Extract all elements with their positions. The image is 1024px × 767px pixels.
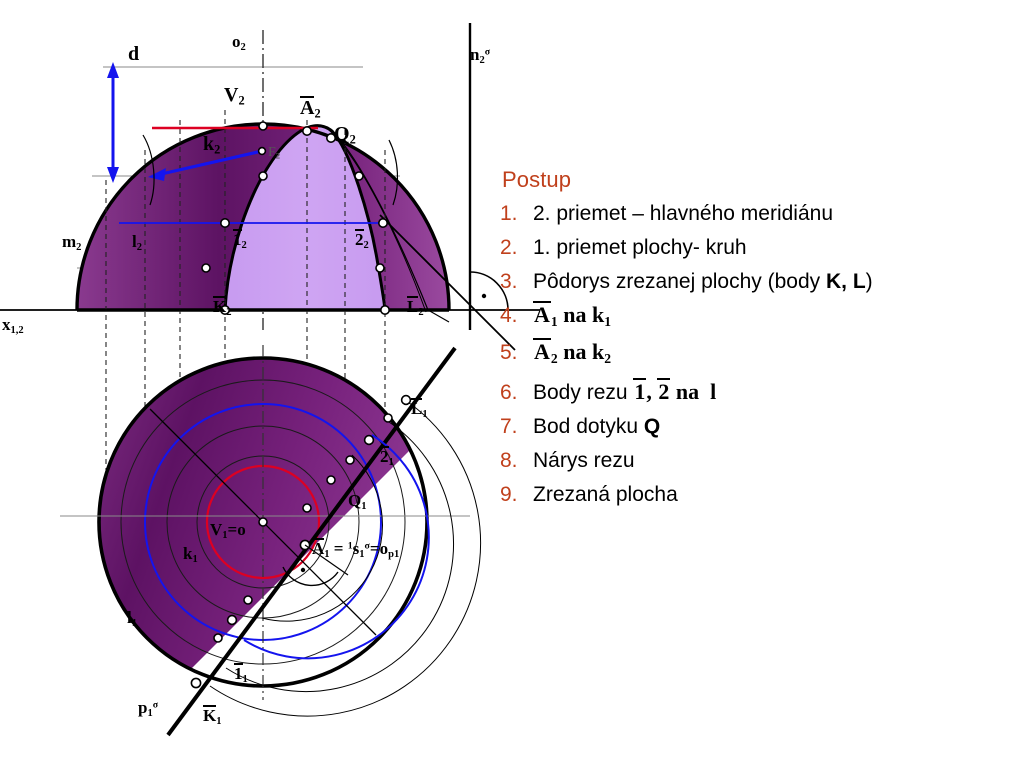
label-V2: V2 bbox=[224, 84, 245, 108]
step-6-text: Body rezu 1, 2 na l bbox=[533, 378, 717, 404]
label-x12: x1,2 bbox=[2, 315, 24, 336]
step-7-number: 7. bbox=[500, 415, 518, 439]
right-angle-arc bbox=[469, 271, 509, 311]
label-1-2-bar: 12 bbox=[233, 229, 247, 251]
step-3-bold: K, L bbox=[826, 270, 866, 294]
label-F2: F2 bbox=[268, 145, 281, 161]
cut-surface-elevation-fill bbox=[225, 125, 385, 310]
plan-cut-away bbox=[120, 358, 427, 686]
step-4-sub-k: 1 bbox=[604, 313, 612, 329]
elevation-points bbox=[201, 121, 390, 315]
step-5-sub-A: 2 bbox=[550, 350, 558, 366]
label-2-1-bar: 21 bbox=[380, 446, 394, 468]
step-8-text: Nárys rezu bbox=[533, 449, 635, 473]
label-L1-bar: L1 bbox=[411, 398, 428, 420]
step-1[interactable]: 1. 2. priemet – hlavného meridiánu bbox=[500, 203, 1024, 224]
label-A1-identity: A1 = 1s1σ=op1 bbox=[312, 538, 400, 560]
step-5-symbol-A: A bbox=[533, 337, 551, 364]
step-6-mid: na bbox=[675, 379, 700, 404]
step-5-sub-k: 2 bbox=[604, 350, 612, 366]
step-4-number: 4. bbox=[500, 304, 518, 328]
label-K2-bar: K2 bbox=[213, 296, 232, 318]
step-5-symbol-k: k bbox=[591, 338, 605, 364]
step-6-number: 6. bbox=[500, 381, 518, 404]
step-7[interactable]: 7. Bod dotyku Q bbox=[500, 416, 1024, 437]
step-5[interactable]: 5. A2 na k2 bbox=[500, 337, 1024, 366]
tangent-arc-left bbox=[142, 134, 155, 206]
label-V1-equals-o: V1=o bbox=[210, 520, 246, 541]
label-p1-sigma: p1σ bbox=[138, 698, 159, 719]
label-k1: k1 bbox=[183, 544, 198, 565]
procedure-panel: Postup 1. 2. priemet – hlavného meridián… bbox=[500, 168, 1024, 518]
step-1-number: 1. bbox=[500, 202, 518, 226]
label-2-2-bar: 22 bbox=[355, 229, 369, 251]
right-angle-dot bbox=[481, 293, 487, 299]
step-1-text: 2. priemet – hlavného meridiánu bbox=[533, 202, 834, 226]
step-4-mid: na bbox=[563, 302, 587, 328]
step-2-text: 1. priemet plochy- kruh bbox=[533, 236, 747, 260]
dimension-arrow-d bbox=[107, 62, 119, 183]
step-5-text: A2 na k2 bbox=[533, 337, 612, 366]
step-6-tail: l bbox=[710, 379, 717, 404]
step-4-symbol-k: k bbox=[591, 302, 605, 328]
oblique-trace-line bbox=[379, 214, 516, 351]
step-6-point-1: 1 bbox=[633, 378, 647, 404]
step-7-plain: Bod dotyku bbox=[533, 415, 644, 439]
label-1-1-bar: 11 bbox=[234, 663, 248, 685]
label-L2-bar: L2 bbox=[407, 296, 424, 318]
label-l2: l2 bbox=[132, 232, 142, 253]
cut-line-p1-sigma bbox=[166, 346, 457, 737]
step-7-bold: Q bbox=[643, 415, 661, 439]
ellipse-continuation bbox=[331, 130, 450, 323]
step-4-symbol-A: A bbox=[533, 301, 551, 328]
tangent-arc-right bbox=[388, 139, 399, 206]
step-5-number: 5. bbox=[500, 340, 518, 364]
step-9-text: Zrezaná plocha bbox=[533, 483, 678, 507]
label-Q1: Q1 bbox=[348, 491, 367, 512]
label-K1-bar: K1 bbox=[203, 705, 222, 727]
step-6[interactable]: 6. Body rezu 1, 2 na l bbox=[500, 378, 1024, 403]
step-7-text: Bod dotyku Q bbox=[533, 416, 660, 437]
label-n2-sigma: n2σ bbox=[470, 45, 491, 66]
panel-title: Postup bbox=[502, 167, 572, 192]
ellipse-continuation-2 bbox=[323, 125, 427, 313]
label-d: d bbox=[128, 43, 140, 65]
step-8-number: 8. bbox=[500, 449, 518, 473]
step-2-number: 2. bbox=[500, 236, 518, 260]
step-3-plain: Pôdorys zrezanej plochy (body bbox=[533, 270, 826, 294]
label-o2: o2 bbox=[232, 32, 246, 53]
step-3[interactable]: 3. Pôdorys zrezanej plochy (body K, L) bbox=[500, 271, 1024, 292]
step-6-point-2: 2 bbox=[657, 378, 671, 404]
step-3-text: Pôdorys zrezanej plochy (body K, L) bbox=[533, 271, 873, 292]
label-Q2: Q2 bbox=[334, 123, 356, 147]
step-4-text: A1 na k1 bbox=[533, 301, 611, 328]
label-A2-bar: A2 bbox=[300, 96, 321, 121]
plan-right-angle-marker bbox=[282, 544, 349, 587]
radius-arrow-blue bbox=[148, 149, 263, 181]
label-m2: m2 bbox=[62, 232, 82, 253]
step-8[interactable]: 8. Nárys rezu bbox=[500, 450, 1024, 471]
step-9-number: 9. bbox=[500, 483, 518, 507]
step-6-lead: Body rezu bbox=[533, 381, 628, 404]
step-5-mid: na bbox=[563, 338, 587, 364]
step-9[interactable]: 9. Zrezaná plocha bbox=[500, 484, 1024, 505]
step-4-sub-A: 1 bbox=[550, 313, 558, 329]
step-4[interactable]: 4. A1 na k1 bbox=[500, 301, 1024, 328]
label-k2: k2 bbox=[203, 133, 221, 157]
step-3-tail: ) bbox=[865, 270, 873, 294]
plan-outside-arcs bbox=[209, 399, 481, 717]
plan-points bbox=[190, 394, 412, 689]
step-2[interactable]: 2. 1. priemet plochy- kruh bbox=[500, 237, 1024, 258]
step-3-number: 3. bbox=[500, 270, 518, 294]
label-l1: l1 bbox=[127, 608, 137, 629]
